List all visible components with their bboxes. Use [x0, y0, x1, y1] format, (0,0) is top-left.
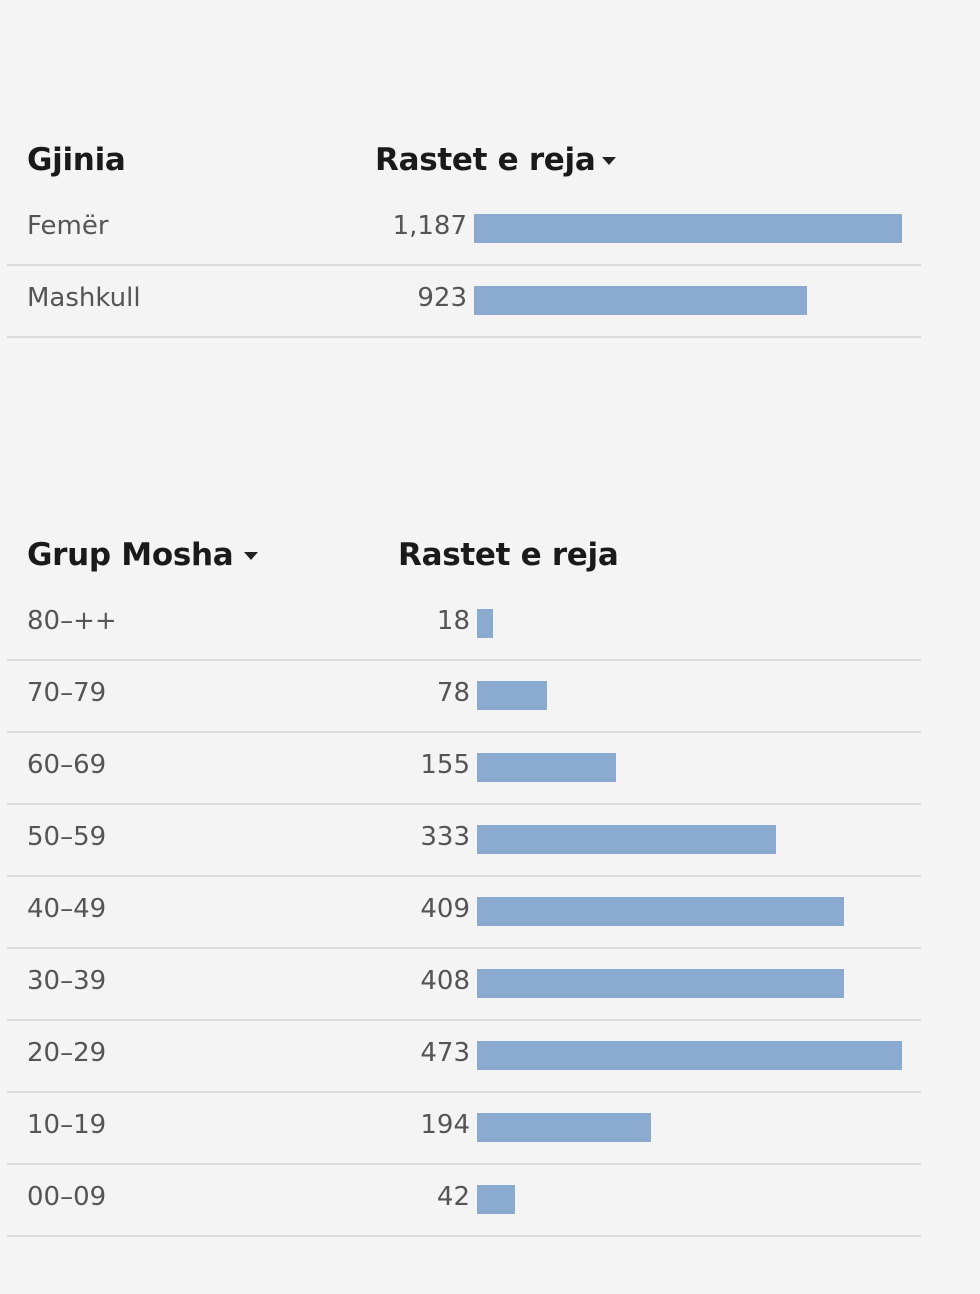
category-label: Femër: [27, 211, 109, 241]
category-label: 30–39: [27, 966, 107, 996]
category-label: Mashkull: [27, 283, 141, 313]
value-label: 473: [420, 1038, 470, 1068]
bar[interactable]: [477, 1185, 515, 1214]
category-label: 40–49: [27, 894, 107, 924]
age-rows: 80–++ 18 70–79 78 60–69 155 50–59 333 40–49 409 30…: [7, 589, 921, 1237]
value-label: 78: [436, 678, 470, 708]
bar[interactable]: [474, 214, 902, 243]
cases-column-header[interactable]: Rastet e reja: [375, 142, 596, 178]
bar[interactable]: [477, 753, 616, 782]
table-row[interactable]: Femër 1,187: [7, 194, 921, 266]
table-row[interactable]: 10–19 194: [7, 1093, 921, 1165]
gender-table: Gjinia Rastet e reja Femër 1,187 Mashkull 9…: [7, 130, 921, 338]
bar[interactable]: [477, 825, 776, 854]
table-row[interactable]: 80–++ 18: [7, 589, 921, 661]
value-label: 923: [417, 283, 467, 313]
table-row[interactable]: 40–49 409: [7, 877, 921, 949]
bar[interactable]: [477, 681, 547, 710]
bar[interactable]: [477, 609, 493, 638]
bar[interactable]: [477, 897, 844, 926]
bar[interactable]: [477, 1113, 651, 1142]
bar[interactable]: [474, 286, 807, 315]
cases-column-header[interactable]: Rastet e reja: [398, 537, 619, 573]
age-table-header: Grup Mosha Rastet e reja: [7, 525, 921, 589]
age-group-column-header[interactable]: Grup Mosha: [27, 537, 234, 573]
category-label: 70–79: [27, 678, 107, 708]
age-table: Grup Mosha Rastet e reja 80–++ 18 70–79 78 6…: [7, 525, 921, 1237]
category-label: 20–29: [27, 1038, 107, 1068]
value-label: 18: [436, 606, 470, 636]
value-label: 194: [420, 1110, 470, 1140]
sort-desc-icon[interactable]: [244, 552, 258, 560]
table-row[interactable]: Mashkull 923: [7, 266, 921, 338]
value-label: 1,187: [392, 211, 467, 241]
table-row[interactable]: 60–69 155: [7, 733, 921, 805]
bar[interactable]: [477, 1041, 902, 1070]
value-label: 42: [436, 1182, 470, 1212]
value-label: 408: [420, 966, 470, 996]
table-row[interactable]: 50–59 333: [7, 805, 921, 877]
category-label: 10–19: [27, 1110, 107, 1140]
gender-rows: Femër 1,187 Mashkull 923: [7, 194, 921, 338]
table-row[interactable]: 20–29 473: [7, 1021, 921, 1093]
value-label: 333: [420, 822, 470, 852]
value-label: 409: [420, 894, 470, 924]
table-row[interactable]: 30–39 408: [7, 949, 921, 1021]
table-row[interactable]: 70–79 78: [7, 661, 921, 733]
sort-desc-icon[interactable]: [602, 157, 616, 165]
gender-table-header: Gjinia Rastet e reja: [7, 130, 921, 194]
gender-column-header[interactable]: Gjinia: [27, 142, 126, 178]
category-label: 50–59: [27, 822, 107, 852]
category-label: 60–69: [27, 750, 107, 780]
category-label: 00–09: [27, 1182, 107, 1212]
table-row[interactable]: 00–09 42: [7, 1165, 921, 1237]
category-label: 80–++: [27, 606, 117, 636]
bar[interactable]: [477, 969, 844, 998]
value-label: 155: [420, 750, 470, 780]
